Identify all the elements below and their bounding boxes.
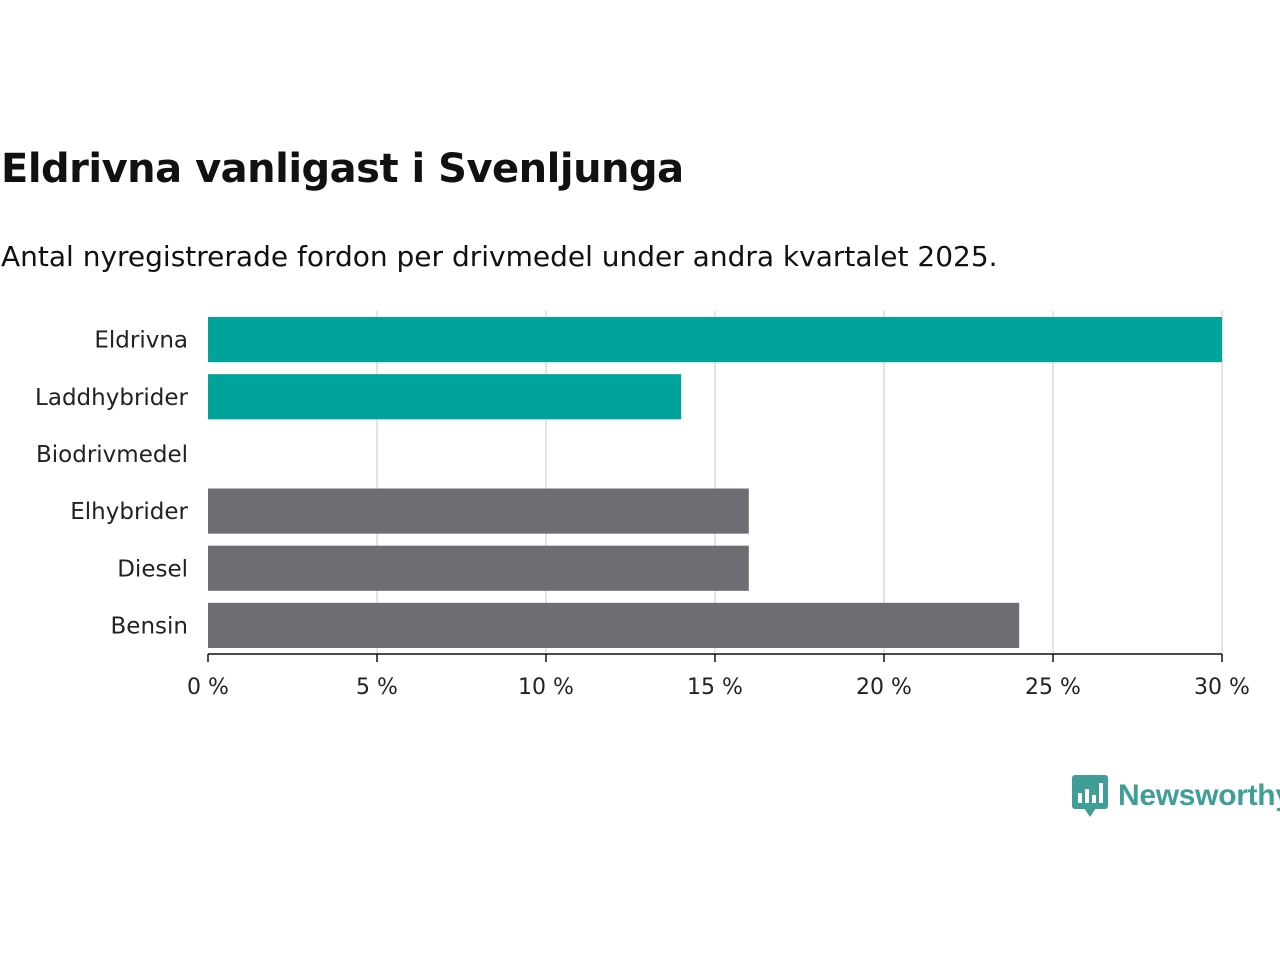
x-tick-label: 5 % xyxy=(356,675,398,700)
category-label: Laddhybrider xyxy=(35,385,188,411)
x-tick-label: 15 % xyxy=(687,675,743,700)
bar-bensin xyxy=(208,602,1020,648)
bars xyxy=(208,317,1222,648)
category-label: Eldrivna xyxy=(94,328,188,354)
x-tick-label: 25 % xyxy=(1025,675,1081,700)
bar-chart: 0 % 5 % 10 % 15 % 20 % 25 % 30 % Eldrivna Laddh… xyxy=(35,311,1250,700)
bar-elhybrider xyxy=(208,488,749,534)
chart-title: Eldrivna vanligast i Svenljunga xyxy=(1,146,684,192)
newsworthy-logo: Newsworthy xyxy=(1072,775,1280,817)
category-label: Biodrivmedel xyxy=(36,442,188,468)
category-label: Elhybrider xyxy=(70,499,188,525)
chart-subtitle: Antal nyregistrerade fordon per drivmede… xyxy=(1,240,998,273)
logo-text: Newsworthy xyxy=(1118,779,1280,812)
category-label: Bensin xyxy=(111,613,188,639)
x-tick-label: 20 % xyxy=(856,675,912,700)
category-labels: Eldrivna Laddhybrider Biodrivmedel Elhybrid… xyxy=(35,328,188,640)
category-label: Diesel xyxy=(117,556,188,582)
bar-laddhybrider xyxy=(208,374,682,420)
bar-diesel xyxy=(208,545,749,591)
bar-eldrivna xyxy=(208,317,1222,363)
x-tick-label: 0 % xyxy=(187,675,229,700)
bar-chart-speech-bubble-icon xyxy=(1072,775,1108,817)
x-tick-label: 30 % xyxy=(1194,675,1250,700)
x-tick-label: 10 % xyxy=(518,675,574,700)
gridlines xyxy=(376,311,1223,654)
x-axis: 0 % 5 % 10 % 15 % 20 % 25 % 30 % xyxy=(187,653,1250,700)
